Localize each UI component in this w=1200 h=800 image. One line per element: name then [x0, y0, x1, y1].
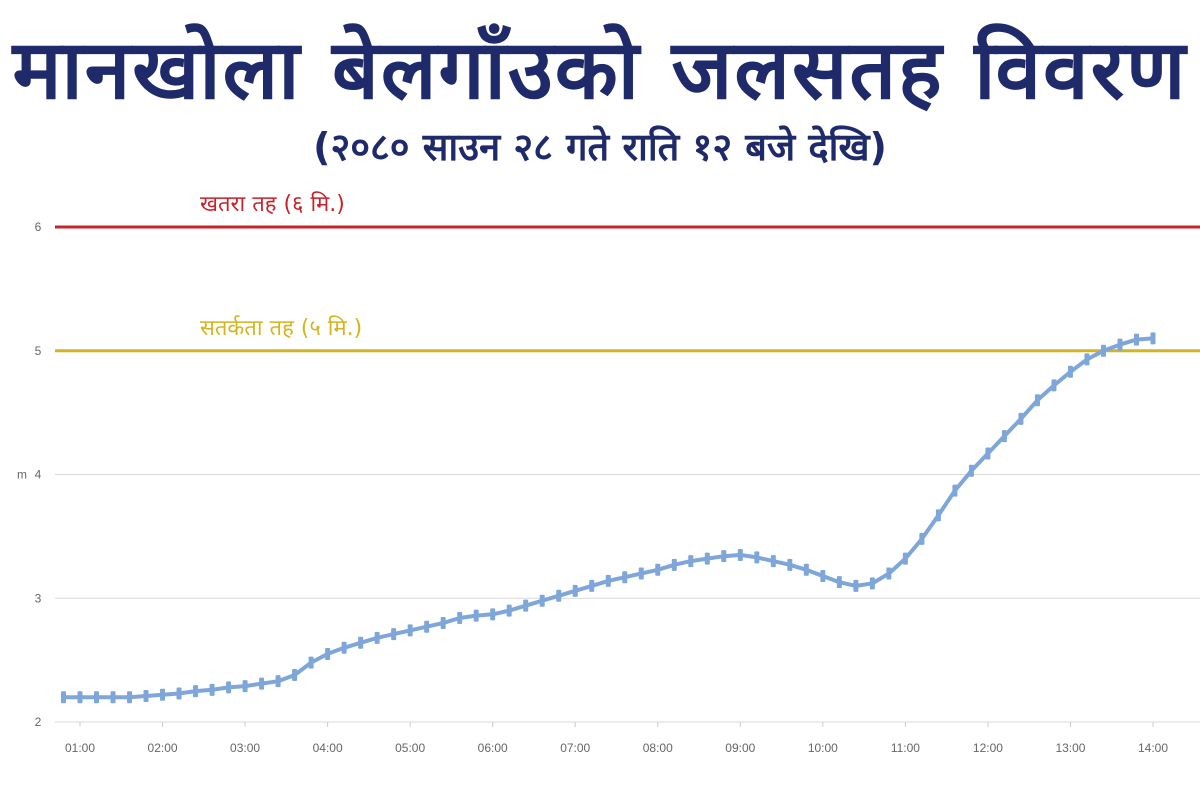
- data-point: [209, 683, 215, 696]
- data-point: [836, 576, 842, 589]
- x-tick-label: 06:00: [478, 741, 508, 755]
- data-point: [490, 608, 496, 621]
- data-point: [820, 569, 826, 582]
- data-point: [259, 677, 265, 690]
- data-point: [572, 584, 578, 597]
- data-point: [952, 484, 958, 497]
- data-point: [341, 641, 347, 654]
- data-point: [539, 594, 545, 607]
- data-point: [1001, 430, 1007, 443]
- y-tick-label: 3: [35, 591, 42, 605]
- x-tick-label: 14:00: [1138, 741, 1168, 755]
- x-tick-label: 04:00: [313, 741, 343, 755]
- data-point: [176, 687, 182, 700]
- data-point: [589, 579, 595, 592]
- x-tick-label: 12:00: [973, 741, 1003, 755]
- data-point: [193, 685, 199, 698]
- data-point: [523, 599, 529, 612]
- data-point: [226, 681, 232, 694]
- data-point: [1133, 333, 1139, 346]
- data-point: [127, 691, 133, 704]
- page-title: मानखोला बेलगाँउको जलसतह विवरण: [12, 23, 1188, 118]
- x-tick-label: 03:00: [230, 741, 260, 755]
- data-point: [902, 552, 908, 565]
- data-point: [292, 668, 298, 681]
- data-point: [655, 563, 661, 576]
- data-point: [803, 563, 809, 576]
- series-line: [63, 336, 1154, 700]
- data-point: [671, 558, 677, 571]
- x-tick-label: 01:00: [65, 741, 95, 755]
- data-point: [374, 631, 380, 644]
- x-tick-label: 13:00: [1055, 741, 1085, 755]
- data-point: [721, 550, 727, 563]
- data-point: [143, 690, 149, 703]
- data-point: [919, 532, 925, 545]
- data-point: [242, 680, 248, 693]
- x-tick-label: 11:00: [891, 741, 920, 755]
- x-tick-label: 10:00: [808, 741, 838, 755]
- data-point: [94, 691, 100, 704]
- data-point: [605, 574, 611, 587]
- data-point: [1018, 412, 1024, 425]
- threshold-label: खतरा तह (६ मि.): [200, 191, 345, 217]
- data-point: [968, 464, 974, 477]
- data-point: [60, 691, 66, 704]
- data-point: [1051, 379, 1057, 392]
- y-tick-label: 2: [35, 715, 42, 729]
- data-point: [737, 548, 743, 561]
- data-point: [622, 571, 628, 584]
- data-point: [853, 579, 859, 592]
- data-point: [110, 691, 116, 704]
- data-point: [1117, 338, 1123, 351]
- data-point: [473, 609, 479, 622]
- data-point: [407, 624, 413, 637]
- data-point: [688, 555, 694, 568]
- data-point: [704, 552, 710, 565]
- data-point: [308, 656, 314, 669]
- data-point: [1150, 332, 1156, 345]
- data-point: [787, 558, 793, 571]
- data-point: [754, 551, 760, 564]
- x-tick-label: 02:00: [148, 741, 178, 755]
- data-point: [358, 636, 364, 649]
- data-point: [1067, 365, 1073, 378]
- data-point: [325, 647, 331, 660]
- y-tick-label: 5: [35, 344, 42, 358]
- data-point: [391, 628, 397, 641]
- page-subtitle: (२०८० साउन २८ गते राति १२ बजे देखि): [313, 125, 887, 169]
- y-tick-label: 6: [35, 220, 42, 234]
- data-point: [985, 447, 991, 460]
- data-point: [869, 577, 875, 590]
- data-point: [556, 589, 562, 602]
- x-tick-label: 09:00: [725, 741, 755, 755]
- data-point: [77, 691, 83, 704]
- data-point: [1100, 344, 1106, 357]
- data-point: [275, 675, 281, 688]
- data-point: [770, 555, 776, 568]
- x-tick-label: 07:00: [560, 741, 590, 755]
- data-point: [1084, 353, 1090, 366]
- data-point: [638, 567, 644, 580]
- data-point: [1034, 394, 1040, 407]
- data-point: [935, 509, 941, 522]
- threshold-label: सतर्कता तह (५ मि.): [200, 315, 362, 341]
- data-point: [160, 688, 166, 701]
- data-point: [886, 567, 892, 580]
- data-point: [424, 620, 430, 633]
- data-point: [440, 617, 446, 629]
- x-tick-label: 08:00: [643, 741, 673, 755]
- y-axis-label: m: [17, 468, 27, 482]
- data-point: [457, 612, 463, 625]
- data-point: [506, 604, 512, 617]
- y-tick-label: 4: [35, 468, 42, 482]
- x-tick-label: 05:00: [395, 741, 425, 755]
